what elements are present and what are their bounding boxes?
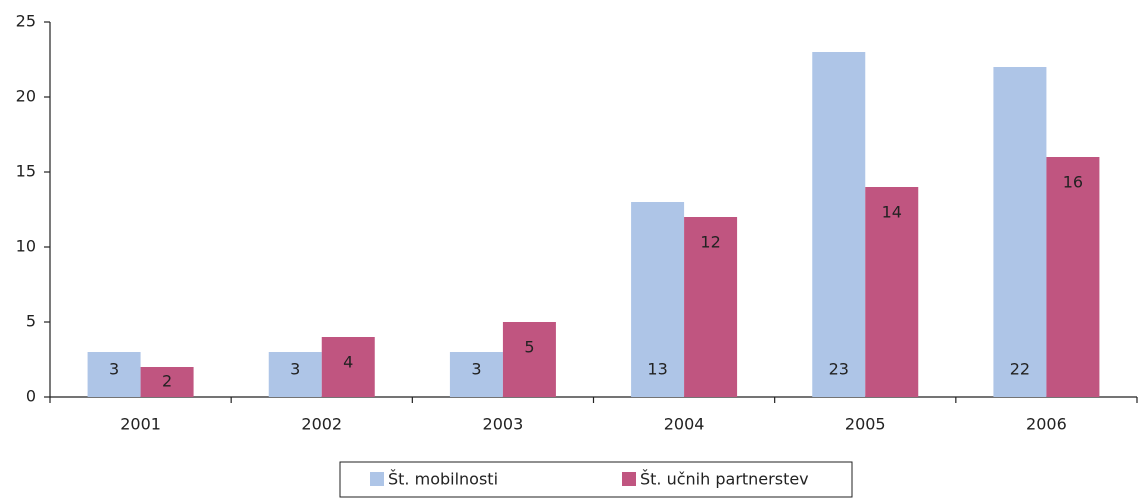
y-tick-label: 0 bbox=[26, 387, 36, 406]
x-tick-label: 2003 bbox=[483, 415, 524, 434]
bar bbox=[865, 187, 919, 397]
x-tick-label: 2001 bbox=[120, 415, 161, 434]
bar bbox=[87, 352, 141, 397]
x-tick-label: 2004 bbox=[664, 415, 705, 434]
bar bbox=[268, 352, 322, 397]
bar bbox=[321, 337, 375, 397]
bar bbox=[449, 352, 503, 397]
y-tick-label: 25 bbox=[16, 12, 36, 31]
data-label: 3 bbox=[290, 360, 300, 379]
legend-swatch bbox=[370, 472, 384, 486]
bar bbox=[140, 367, 194, 397]
y-tick-label: 5 bbox=[26, 312, 36, 331]
y-tick-label: 20 bbox=[16, 87, 36, 106]
data-label: 2 bbox=[162, 372, 172, 391]
legend-label: Št. mobilnosti bbox=[388, 470, 498, 489]
bar bbox=[993, 67, 1047, 397]
legend-box bbox=[339, 461, 853, 498]
x-tick-label: 2006 bbox=[1026, 415, 1067, 434]
bar bbox=[502, 322, 556, 397]
x-tick-label: 2005 bbox=[845, 415, 886, 434]
legend-label: Št. učnih partnerstev bbox=[640, 470, 809, 489]
data-label: 22 bbox=[1010, 360, 1030, 379]
bar bbox=[631, 202, 685, 397]
bar bbox=[812, 52, 866, 397]
y-tick-label: 15 bbox=[16, 162, 36, 181]
bar bbox=[1046, 157, 1100, 397]
y-tick-label: 10 bbox=[16, 237, 36, 256]
bar bbox=[684, 217, 738, 397]
x-tick-label: 2002 bbox=[301, 415, 342, 434]
data-label: 16 bbox=[1063, 173, 1083, 192]
data-label: 3 bbox=[471, 360, 481, 379]
data-label: 4 bbox=[343, 353, 353, 372]
data-label: 12 bbox=[700, 233, 720, 252]
data-label: 5 bbox=[524, 338, 534, 357]
data-label: 23 bbox=[829, 360, 849, 379]
legend-swatch bbox=[622, 472, 636, 486]
data-label: 3 bbox=[109, 360, 119, 379]
data-label: 14 bbox=[882, 203, 902, 222]
data-label: 13 bbox=[647, 360, 667, 379]
